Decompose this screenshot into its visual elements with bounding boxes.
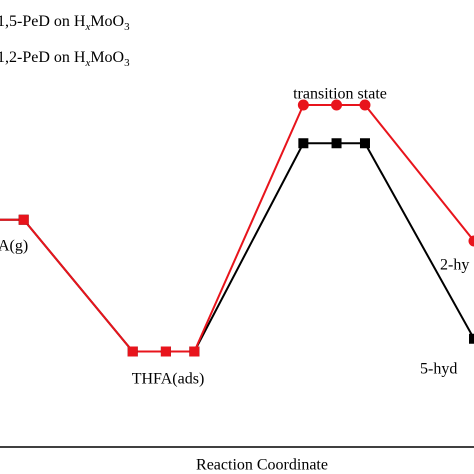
legend-label: 1,5-PeD on HxMoO3	[0, 13, 130, 33]
marker	[331, 99, 343, 111]
legend-label: 1,2-PeD on HxMoO3	[0, 49, 130, 69]
annotation: A(g)	[0, 238, 28, 255]
marker	[160, 346, 171, 357]
marker	[189, 346, 200, 357]
annotation: 5-hyd	[420, 361, 457, 378]
series-line	[0, 142, 474, 353]
series-line	[0, 104, 474, 353]
marker	[127, 346, 138, 357]
annotation: THFA(ads)	[132, 371, 205, 388]
marker	[359, 138, 370, 149]
marker	[469, 333, 474, 344]
annotation: transition state	[293, 86, 387, 103]
annotation: 2-hy	[440, 257, 469, 274]
marker	[18, 214, 29, 225]
marker	[359, 99, 371, 111]
marker	[468, 235, 474, 247]
marker	[297, 99, 309, 111]
marker	[331, 138, 342, 149]
x-axis-label: Reaction Coordinate	[196, 457, 328, 474]
marker	[298, 138, 309, 149]
